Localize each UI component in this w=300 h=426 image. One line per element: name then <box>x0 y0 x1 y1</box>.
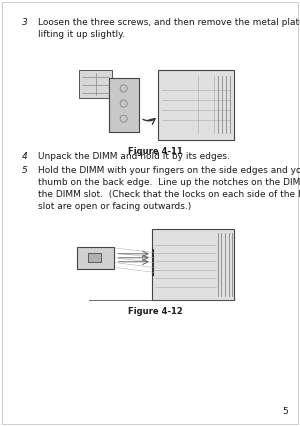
Text: 5: 5 <box>22 166 28 175</box>
Bar <box>77 247 114 269</box>
Text: Unpack the DIMM and hold it by its edges.: Unpack the DIMM and hold it by its edges… <box>38 152 230 161</box>
Bar <box>79 70 112 98</box>
Bar <box>158 70 234 140</box>
Text: Figure 4-12: Figure 4-12 <box>128 307 182 316</box>
Text: Figure 4-11: Figure 4-11 <box>128 147 182 156</box>
Bar <box>88 253 101 262</box>
Text: Loosen the three screws, and then remove the metal plate by
lifting it up slight: Loosen the three screws, and then remove… <box>38 18 300 39</box>
Text: 5: 5 <box>282 407 288 416</box>
Text: 4: 4 <box>22 152 28 161</box>
Bar <box>109 78 139 132</box>
Text: Hold the DIMM with your fingers on the side edges and your
thumb on the back edg: Hold the DIMM with your fingers on the s… <box>38 166 300 211</box>
Bar <box>152 229 234 299</box>
Text: 3: 3 <box>22 18 28 27</box>
